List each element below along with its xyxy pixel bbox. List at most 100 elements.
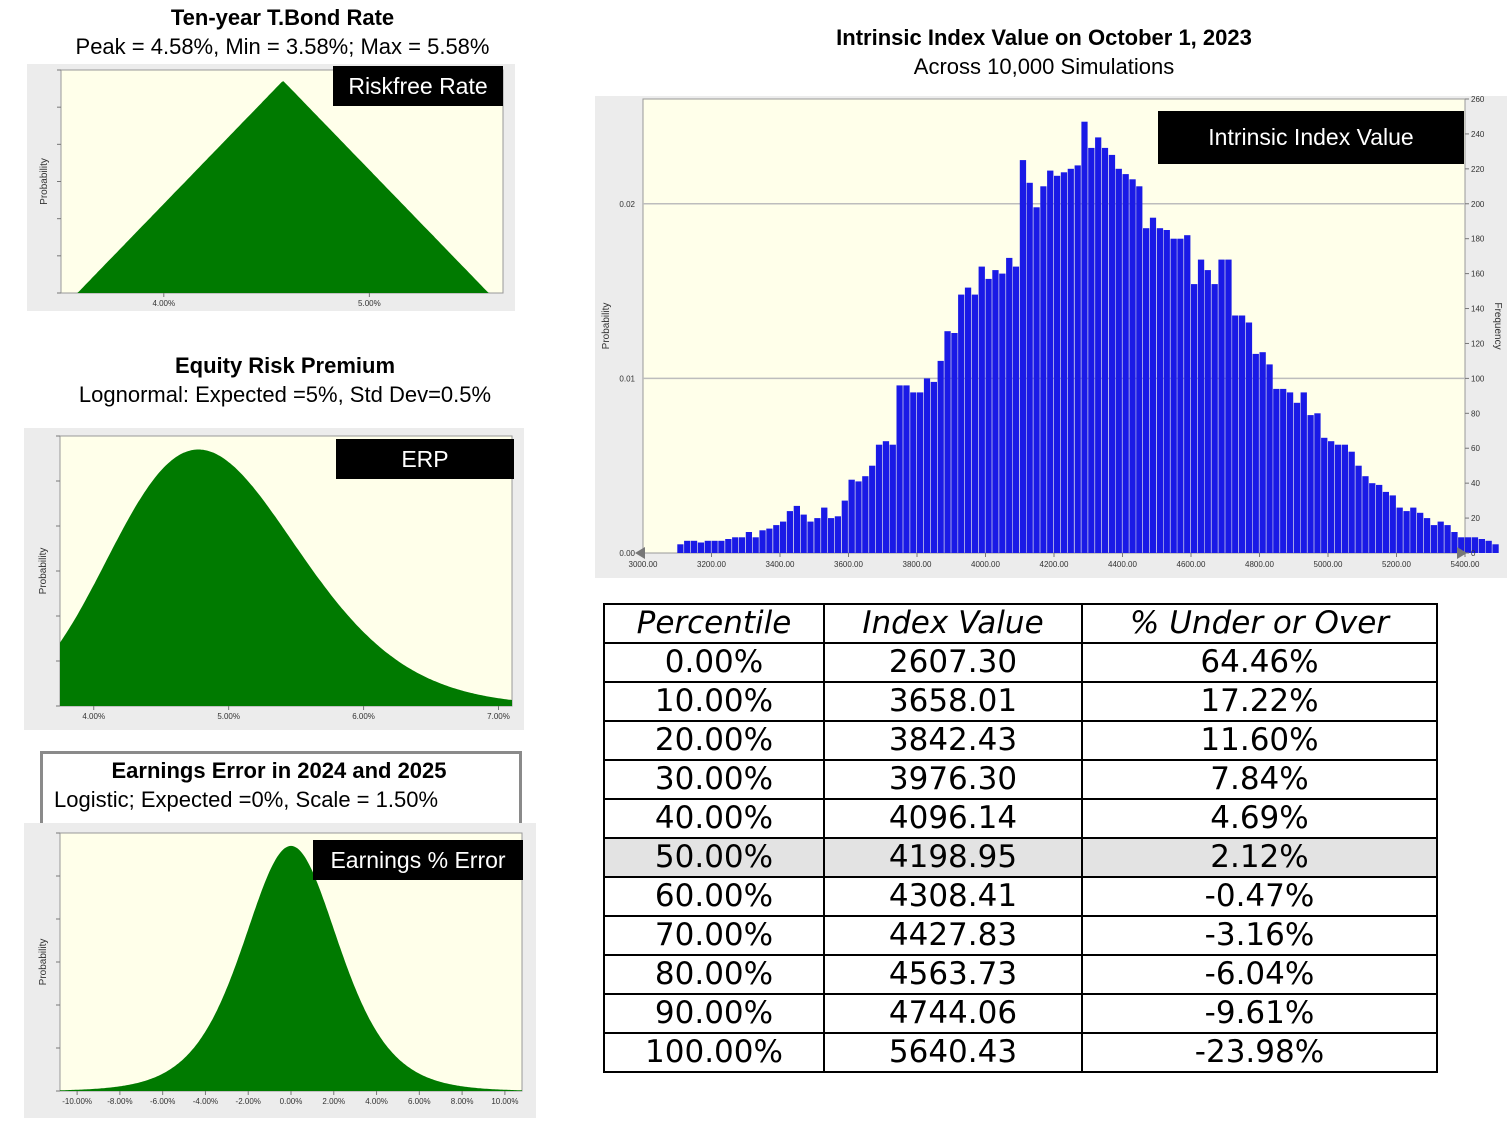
x-tick-label: 4600.00 (1177, 560, 1206, 569)
cell-index-value: 4563.73 (823, 954, 1083, 995)
x-tick-label: 3000.00 (629, 560, 658, 569)
histogram-bar (1410, 507, 1417, 553)
y-left-axis-label: Probability (601, 303, 612, 350)
cell-percentile: 90.00% (603, 993, 825, 1034)
histogram-bar (1334, 444, 1342, 553)
histogram-bar (1382, 491, 1389, 553)
riskfree-subtitle: Peak = 4.58%, Min = 3.58%; Max = 5.58% (75, 34, 490, 59)
histogram-bar (1143, 228, 1150, 553)
y-right-tick-label: 40 (1471, 479, 1480, 488)
histogram-bar (1266, 364, 1273, 553)
cell-index-value: 4308.41 (823, 876, 1083, 917)
histogram-bar (800, 514, 807, 553)
histogram-bar (1026, 182, 1033, 554)
erp-svg: 4.00% 5.00% 6.00% 7.00% Probability (38, 435, 513, 721)
x-tick-label: 3800.00 (903, 560, 932, 569)
histogram-bar (985, 278, 992, 553)
cell-under-over: -3.16% (1081, 915, 1438, 956)
histogram-bar (1478, 539, 1485, 553)
histogram-bar (1307, 415, 1314, 553)
earnings-title: Earnings Error in 2024 and 2025 (111, 758, 447, 783)
left-slider-icon (635, 547, 645, 559)
header-index-value: Index Value (823, 603, 1083, 644)
y-right-tick-label: 120 (1471, 339, 1485, 348)
histogram-bar (869, 465, 876, 553)
table-row: 10.00% 3658.01 17.22% (603, 681, 1438, 722)
table-row: 50.00% 4198.95 2.12% (603, 837, 1438, 878)
histogram-bar (1136, 186, 1143, 554)
histogram-bar (1465, 537, 1472, 553)
histogram-bar (1067, 168, 1074, 554)
cell-under-over: 4.69% (1081, 798, 1438, 839)
y-right-tick-label: 240 (1471, 130, 1485, 139)
histogram-bar (738, 537, 746, 553)
histogram-bar (1403, 511, 1410, 553)
table-header-row: Percentile Index Value % Under or Over (603, 603, 1438, 644)
histogram-bar (718, 540, 725, 553)
cell-percentile: 40.00% (603, 798, 825, 839)
density-area (60, 845, 522, 1091)
hist-chart: 0.02 0.01 0.00 260 240 220 200 180 160 140 120 100 8… (595, 96, 1507, 578)
histogram-bar (1225, 259, 1232, 553)
table-row: 20.00% 3842.43 11.60% (603, 720, 1438, 761)
histogram-bar (786, 511, 793, 553)
histogram-bar (841, 500, 848, 553)
table-row: 70.00% 4427.83 -3.16% (603, 915, 1438, 956)
x-tick-label: 5.00% (358, 299, 381, 308)
erp-chart: 4.00% 5.00% 6.00% 7.00% Probability ERP (24, 428, 524, 730)
cell-percentile: 60.00% (603, 876, 825, 917)
density-area (60, 449, 512, 706)
histogram-bar (1492, 544, 1499, 553)
cell-under-over: 17.22% (1081, 681, 1438, 722)
x-tick-label: 4000.00 (971, 560, 1000, 569)
histogram-bar (1129, 179, 1136, 554)
histogram-bar (1101, 147, 1109, 553)
histogram-bar (752, 537, 759, 553)
histogram-bar (1238, 315, 1246, 553)
earnings-subtitle: Logistic; Expected =0%, Scale = 1.50% (54, 787, 439, 812)
histogram-bar (1451, 532, 1458, 553)
histogram-bar (1376, 484, 1383, 553)
histogram-bar (1122, 174, 1129, 553)
histogram-bar (814, 518, 821, 553)
histogram-bar (1197, 259, 1205, 553)
histogram-bar (1088, 147, 1095, 553)
histogram-bar (1040, 186, 1047, 554)
histogram-bar (848, 479, 855, 553)
histogram-bar (1074, 165, 1081, 553)
y-right-tick-label: 80 (1471, 409, 1480, 418)
earnings-chart: -10.00% -8.00% -6.00% -4.00% -2.00% 0.00% 2.00… (24, 823, 536, 1118)
riskfree-chart: 4.00% 5.00% Probability Riskfree Rate (27, 64, 515, 311)
cell-under-over: 7.84% (1081, 759, 1438, 800)
histogram-bar (691, 540, 698, 553)
histogram-bar (964, 287, 972, 553)
x-tick-label: 6.00% (408, 1097, 431, 1106)
cell-under-over: -9.61% (1081, 993, 1438, 1034)
y-axis-label: Probability (39, 158, 50, 205)
histogram-bar (1211, 284, 1218, 553)
table-row: 60.00% 4308.41 -0.47% (603, 876, 1438, 917)
histogram-bar (793, 505, 800, 553)
x-tick-label: -8.00% (107, 1097, 132, 1106)
histogram-bar (1191, 284, 1198, 553)
hist-title: Intrinsic Index Value on October 1, 2023 (836, 25, 1252, 50)
cell-index-value: 4427.83 (823, 915, 1083, 956)
x-tick-label: -4.00% (193, 1097, 218, 1106)
histogram-bar (1081, 121, 1088, 553)
histogram-bar (910, 392, 917, 553)
histogram-bar (1149, 217, 1157, 553)
histogram-bar (917, 392, 924, 553)
x-tick-label: 4.00% (82, 712, 105, 721)
histogram-bar (1423, 518, 1431, 553)
x-tick-label: 6.00% (352, 712, 375, 721)
histogram-bar (875, 444, 883, 553)
x-tick-label: 5.00% (217, 712, 240, 721)
table-row: 0.00% 2607.30 64.46% (603, 642, 1438, 683)
histogram-bar (677, 544, 684, 553)
y-right-axis-label: Frequency (1492, 302, 1503, 349)
hist-svg: 0.020.010.002602402202001801601401201008… (601, 96, 1503, 569)
header-under-over: % Under or Over (1081, 603, 1438, 644)
histogram-bar (1033, 207, 1040, 554)
histogram-bar (1293, 402, 1301, 553)
histogram-bar (732, 537, 739, 553)
